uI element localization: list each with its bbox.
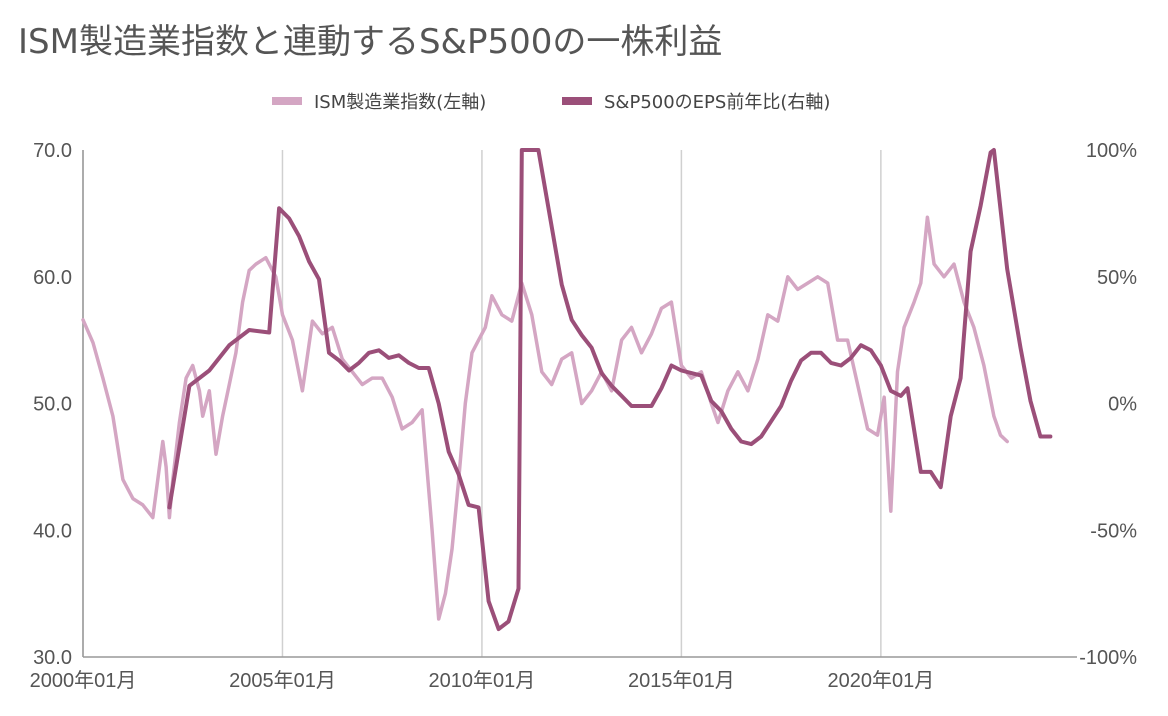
x-tick-label: 2010年01月 — [429, 669, 536, 692]
x-tick-label: 2015年01月 — [628, 669, 735, 692]
y-left-tick-label: 60.0 — [33, 267, 72, 289]
chart-title: ISM製造業指数と連動するS&P500の一株利益 — [18, 22, 723, 62]
x-tick-label: 2005年01月 — [229, 669, 336, 692]
y-left-tick-label: 50.0 — [33, 394, 72, 416]
axes: 2000年01月 2005年01月 2010年01月 2015年01月 2020年01月… — [30, 140, 1138, 692]
legend-label: ISM製造業指数(左軸) — [314, 92, 486, 113]
legend-label: S&P500のEPS前年比(右軸) — [604, 92, 830, 113]
y-right-tick-label: 50% — [1097, 267, 1137, 289]
y-right-tick-label: -100% — [1079, 647, 1137, 669]
ism-series-line — [81, 215, 1009, 621]
series-lines — [81, 148, 1053, 632]
y-left-tick-label: 40.0 — [33, 520, 72, 542]
legend-swatch — [272, 97, 302, 105]
x-tick-label: 2020年01月 — [827, 669, 934, 692]
legend: ISM製造業指数(左軸) S&P500のEPS前年比(右軸) — [272, 92, 830, 113]
y-left-tick-label: 70.0 — [33, 140, 72, 162]
y-right-tick-label: 100% — [1086, 140, 1137, 162]
y-right-tick-label: -50% — [1090, 520, 1137, 542]
legend-swatch — [562, 97, 592, 105]
x-tick-label: 2000年01月 — [30, 669, 137, 692]
y-left-tick-label: 30.0 — [33, 647, 72, 669]
y-right-tick-label: 0% — [1108, 394, 1137, 416]
eps-series-line — [167, 148, 1053, 632]
